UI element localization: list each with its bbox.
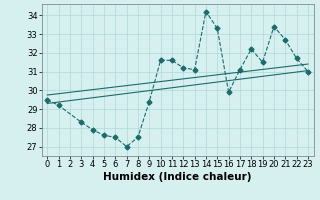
X-axis label: Humidex (Indice chaleur): Humidex (Indice chaleur) [103, 172, 252, 182]
